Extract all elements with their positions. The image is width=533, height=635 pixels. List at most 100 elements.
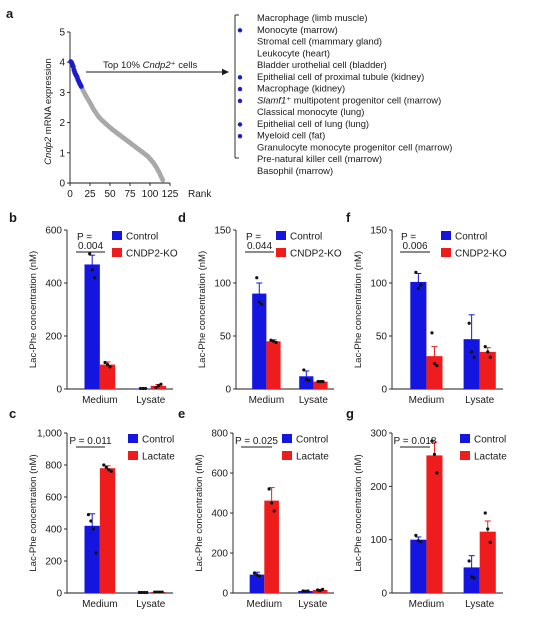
y-tick-label: 300	[370, 429, 387, 440]
data-point	[416, 286, 420, 290]
data-point	[414, 533, 418, 538]
data-point	[321, 379, 325, 384]
category-label: Medium	[247, 599, 283, 610]
data-point	[321, 587, 325, 592]
bar-cndp2-ko	[266, 341, 281, 389]
legend-label: Control	[126, 232, 158, 243]
data-point	[419, 540, 423, 544]
top-rank-point	[78, 83, 84, 89]
category-label: Lysate	[136, 395, 166, 406]
y-axis-title: Cndp2 mRNA expression	[43, 58, 54, 165]
y-tick-label: 200	[45, 332, 62, 343]
legend-swatch	[460, 434, 470, 443]
y-tick-label: 400	[211, 509, 228, 520]
data-point	[486, 350, 490, 354]
y-axis-title-rest: mRNA expression	[43, 58, 54, 137]
data-point	[257, 300, 261, 304]
data-point	[145, 590, 149, 595]
legend-label: Control	[142, 435, 174, 446]
data-point	[156, 384, 161, 388]
data-point	[472, 576, 476, 580]
x-tick-label: 25	[84, 189, 96, 200]
category-label: Lysate	[465, 395, 495, 406]
legend-swatch	[276, 231, 286, 240]
legend-swatch	[128, 434, 138, 443]
y-axis-title: Lac-Phe concentration (nM)	[353, 251, 364, 368]
data-point	[260, 302, 264, 306]
cell-type-label: Stromal cell (mammary gland)	[257, 36, 382, 47]
data-point	[316, 379, 320, 384]
y-axis-title: Lac-Phe concentration (nM)	[28, 454, 39, 571]
y-tick-label: 3	[59, 88, 65, 99]
panel-d: d 0 50 100 150 Lac-Phe concentration (nM) Medi…	[178, 210, 342, 406]
data-point	[488, 355, 492, 359]
data-point	[303, 589, 308, 593]
data-point	[271, 339, 276, 343]
y-tick-label: 0	[225, 385, 231, 396]
data-point	[109, 469, 113, 473]
data-point	[107, 468, 111, 472]
legend-swatch	[128, 451, 138, 460]
data-point	[432, 361, 437, 366]
bar-control	[249, 574, 265, 593]
data-point	[416, 539, 420, 543]
legend-label: Control	[290, 232, 322, 243]
x-axis-title: Rank	[188, 189, 212, 200]
data-point	[91, 527, 96, 531]
data-point	[160, 590, 164, 594]
cell-type-label: Classical monocyte (lung)	[257, 106, 364, 117]
x-tick-label: 100	[142, 189, 159, 200]
rank-point	[160, 177, 166, 183]
legend-label: Lactate	[474, 452, 507, 463]
data-point	[89, 519, 93, 523]
data-point	[154, 386, 158, 390]
cell-type-text: Myeloid cell (fat)	[257, 130, 325, 141]
cell-type-marker	[237, 133, 243, 139]
panel-letter-b: b	[9, 210, 17, 225]
bar-cndp2-ko	[479, 351, 496, 389]
cell-type-label: Macrophage (kidney)	[257, 83, 345, 94]
p-value: 0.044	[247, 241, 272, 252]
bar-control	[463, 567, 480, 593]
p-value: 0.006	[402, 241, 427, 252]
data-point	[155, 590, 159, 594]
y-tick-label: 200	[211, 549, 228, 560]
p-value-prefix: P =	[394, 436, 412, 447]
data-point	[105, 363, 110, 367]
data-point	[90, 268, 94, 272]
y-tick-label: 100	[370, 535, 387, 546]
data-point	[137, 590, 141, 595]
p-value: 0.018	[411, 436, 436, 447]
data-point	[430, 439, 434, 443]
annotation-part: Cndp2	[143, 60, 172, 71]
panel-letter-e: e	[178, 406, 185, 421]
category-label: Medium	[82, 599, 118, 610]
cell-type-label: Monocyte (marrow)	[257, 24, 338, 35]
x-tick-label: 125	[162, 189, 179, 200]
cell-type-text: Epithelial cell of proximal tubule (kidn…	[257, 71, 424, 82]
legend-swatch	[282, 451, 292, 460]
x-tick-label: 0	[67, 189, 73, 200]
p-value-prefix: P =	[69, 436, 87, 447]
data-point	[274, 340, 278, 344]
p-value-label: P = 0.011	[69, 436, 112, 447]
cell-type-text: Basophil (marrow)	[257, 165, 333, 176]
panel-b: b 0 200 400 600 Lac-Phe concentration (nM) Med…	[9, 210, 178, 406]
data-point	[430, 331, 434, 335]
bar-cndp2-ko	[313, 381, 328, 389]
data-point	[483, 345, 487, 349]
y-axis-title: Lac-Phe concentration (nM)	[353, 454, 364, 571]
cell-type-label: Slamf1⁺ multipotent progenitor cell (mar…	[257, 94, 441, 105]
data-point	[102, 463, 106, 467]
cell-type-text: Macrophage (limb muscle)	[257, 12, 367, 23]
data-point	[257, 574, 262, 578]
data-point	[159, 382, 163, 386]
data-point	[86, 513, 91, 517]
data-point	[153, 590, 157, 594]
data-point	[318, 589, 322, 593]
cell-type-label: Leukocyte (heart)	[257, 47, 330, 58]
data-point	[103, 360, 107, 365]
cell-type-label: Bladder urothelial cell (bladder)	[257, 59, 387, 70]
data-point	[432, 452, 437, 456]
cell-type-label: Basophil (marrow)	[257, 165, 333, 176]
